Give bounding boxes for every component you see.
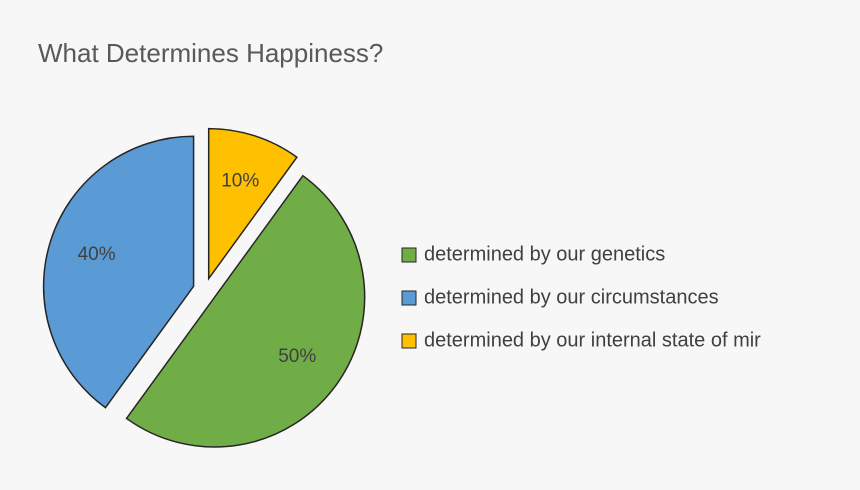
legend-marker bbox=[401, 333, 417, 349]
legend-label: determined by our genetics bbox=[424, 243, 665, 265]
legend-label: determined by our circumstances bbox=[424, 286, 719, 308]
legend-marker bbox=[401, 247, 417, 263]
legend-marker bbox=[401, 290, 417, 306]
data-label: 40% bbox=[78, 244, 116, 265]
chart-title: What Determines Happiness? bbox=[38, 38, 383, 68]
data-label: 10% bbox=[221, 171, 259, 192]
data-label: 50% bbox=[278, 346, 316, 367]
legend-label: determined by our internal state of mir bbox=[424, 329, 761, 351]
pie-slice bbox=[42, 135, 195, 409]
pie-slice bbox=[207, 127, 298, 281]
pie-slice bbox=[125, 174, 366, 448]
